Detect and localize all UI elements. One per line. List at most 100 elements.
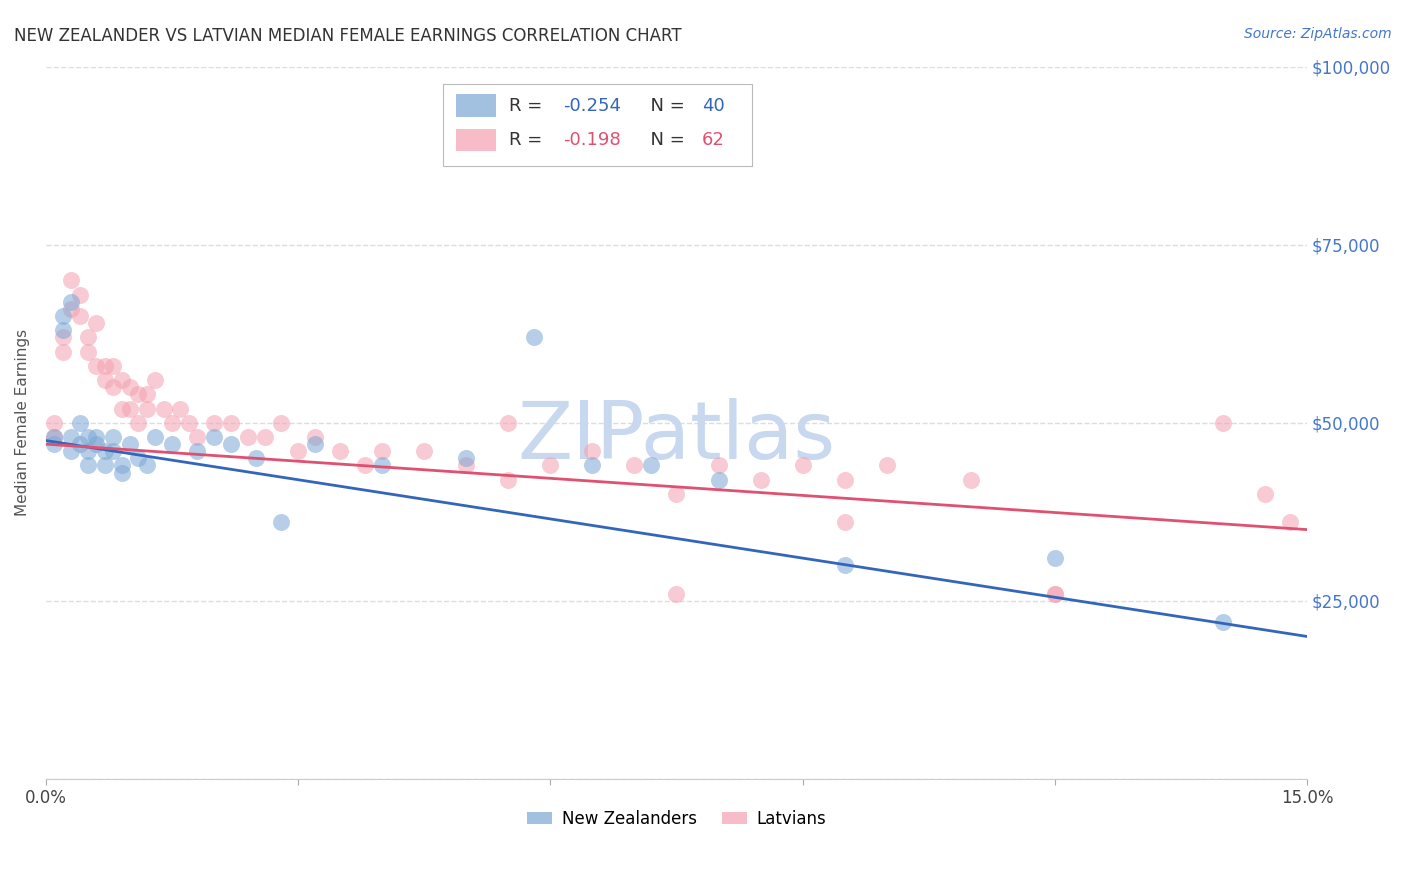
- Point: [413, 444, 436, 458]
- Point: [707, 473, 730, 487]
- Point: [77, 430, 100, 444]
- FancyBboxPatch shape: [456, 95, 496, 117]
- Point: [959, 473, 981, 487]
- Text: 62: 62: [702, 131, 724, 149]
- Point: [219, 416, 242, 430]
- Point: [160, 437, 183, 451]
- Point: [111, 466, 134, 480]
- Point: [498, 416, 520, 430]
- Point: [160, 416, 183, 430]
- Point: [94, 359, 117, 373]
- Point: [1212, 416, 1234, 430]
- Point: [665, 487, 688, 501]
- Point: [127, 416, 149, 430]
- Text: -0.198: -0.198: [562, 131, 621, 149]
- Point: [270, 516, 292, 530]
- Point: [304, 437, 326, 451]
- Point: [169, 401, 191, 416]
- Point: [94, 373, 117, 387]
- Point: [538, 458, 561, 473]
- Point: [371, 444, 394, 458]
- Point: [640, 458, 662, 473]
- Point: [111, 373, 134, 387]
- Point: [834, 558, 856, 573]
- Point: [69, 437, 91, 451]
- Point: [834, 473, 856, 487]
- Point: [329, 444, 352, 458]
- Point: [44, 416, 66, 430]
- Point: [86, 359, 108, 373]
- FancyBboxPatch shape: [456, 128, 496, 152]
- Point: [69, 287, 91, 301]
- Point: [77, 330, 100, 344]
- FancyBboxPatch shape: [443, 85, 752, 166]
- Point: [1043, 587, 1066, 601]
- Point: [287, 444, 309, 458]
- Point: [143, 430, 166, 444]
- Point: [202, 416, 225, 430]
- Point: [792, 458, 814, 473]
- Point: [304, 430, 326, 444]
- Point: [749, 473, 772, 487]
- Point: [103, 359, 125, 373]
- Point: [127, 451, 149, 466]
- Text: NEW ZEALANDER VS LATVIAN MEDIAN FEMALE EARNINGS CORRELATION CHART: NEW ZEALANDER VS LATVIAN MEDIAN FEMALE E…: [14, 27, 682, 45]
- Point: [1279, 516, 1302, 530]
- Point: [456, 458, 478, 473]
- Point: [86, 437, 108, 451]
- Point: [876, 458, 898, 473]
- Point: [498, 473, 520, 487]
- Point: [236, 430, 259, 444]
- Point: [94, 444, 117, 458]
- Point: [60, 294, 83, 309]
- Point: [1254, 487, 1277, 501]
- Point: [127, 387, 149, 401]
- Text: R =: R =: [509, 96, 548, 115]
- Point: [623, 458, 645, 473]
- Point: [186, 430, 208, 444]
- Point: [581, 458, 603, 473]
- Text: -0.254: -0.254: [562, 96, 621, 115]
- Point: [581, 444, 603, 458]
- Point: [77, 458, 100, 473]
- Point: [77, 344, 100, 359]
- Point: [111, 458, 134, 473]
- Point: [135, 401, 157, 416]
- Point: [52, 309, 75, 323]
- Point: [103, 430, 125, 444]
- Point: [44, 437, 66, 451]
- Point: [77, 444, 100, 458]
- Point: [1043, 587, 1066, 601]
- Point: [177, 416, 200, 430]
- Point: [44, 430, 66, 444]
- Point: [253, 430, 276, 444]
- Point: [245, 451, 267, 466]
- Point: [60, 444, 83, 458]
- Y-axis label: Median Female Earnings: Median Female Earnings: [15, 329, 30, 516]
- Point: [371, 458, 394, 473]
- Point: [52, 330, 75, 344]
- Point: [143, 373, 166, 387]
- Point: [581, 131, 603, 145]
- Point: [86, 316, 108, 330]
- Legend: New Zealanders, Latvians: New Zealanders, Latvians: [520, 804, 832, 835]
- Text: ZIPatlas: ZIPatlas: [517, 398, 835, 476]
- Point: [118, 401, 141, 416]
- Point: [522, 330, 544, 344]
- Text: Source: ZipAtlas.com: Source: ZipAtlas.com: [1244, 27, 1392, 41]
- Text: 40: 40: [702, 96, 724, 115]
- Point: [60, 430, 83, 444]
- Point: [665, 587, 688, 601]
- Point: [186, 444, 208, 458]
- Text: R =: R =: [509, 131, 548, 149]
- Point: [69, 309, 91, 323]
- Point: [834, 516, 856, 530]
- Point: [152, 401, 174, 416]
- Text: N =: N =: [638, 96, 690, 115]
- Point: [707, 458, 730, 473]
- Point: [135, 458, 157, 473]
- Point: [219, 437, 242, 451]
- Point: [118, 380, 141, 394]
- Point: [118, 437, 141, 451]
- Point: [44, 430, 66, 444]
